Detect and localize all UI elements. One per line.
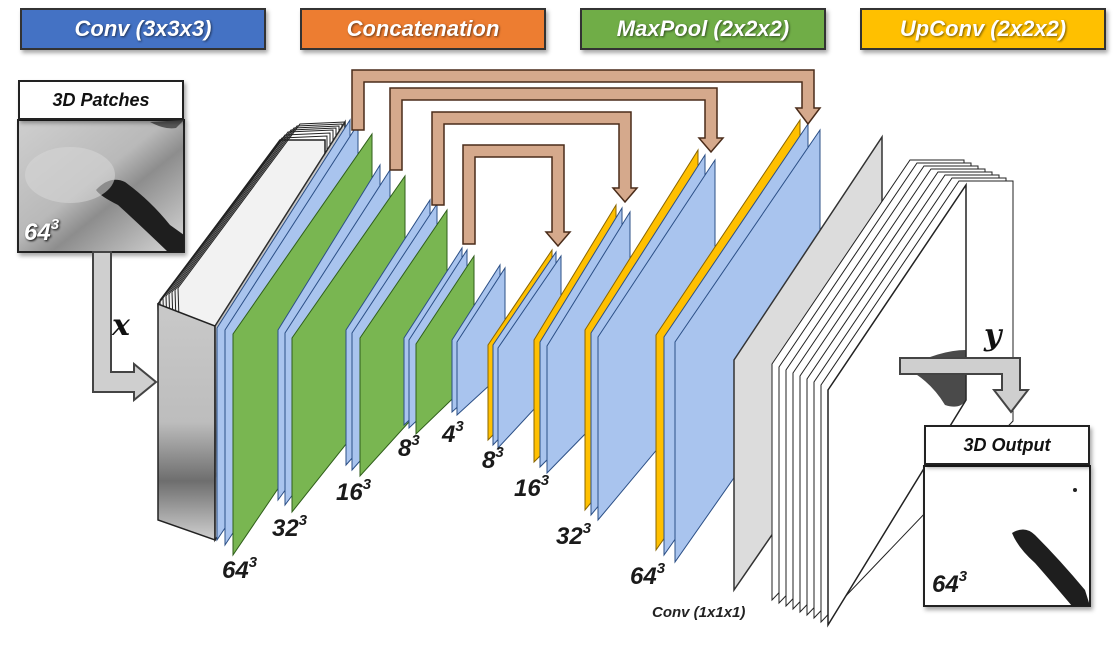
- dim-exp: 3: [362, 476, 372, 493]
- dim-base: 32: [556, 523, 583, 550]
- legend-maxpool: MaxPool (2x2x2): [580, 8, 826, 50]
- input-arrow: [92, 251, 158, 403]
- legend-conv-label: Conv (3x3x3): [74, 16, 212, 41]
- output-size-base: 64: [932, 571, 959, 598]
- dim-exp: 3: [298, 512, 308, 529]
- dim-exp: 3: [411, 432, 420, 449]
- dim-label-encoder-64: 643: [222, 554, 258, 585]
- dim-base: 16: [514, 475, 541, 502]
- dim-label-encoder-16: 163: [336, 476, 372, 507]
- output-size-exp: 3: [958, 568, 968, 585]
- output-size-label: 643: [932, 568, 968, 599]
- legend-concatenation-label: Concatenation: [346, 16, 500, 41]
- dim-base: 64: [630, 563, 657, 590]
- input-size-label: 643: [24, 216, 60, 247]
- skip-connection-level-2: [389, 87, 725, 171]
- decoder-level-4: [487, 248, 562, 450]
- dim-label-decoder-16: 163: [514, 472, 550, 503]
- legend-conv: Conv (3x3x3): [20, 8, 266, 50]
- dim-base: 64: [222, 557, 249, 584]
- dim-exp: 3: [495, 444, 504, 461]
- legend-upconv-label: UpConv (2x2x2): [899, 16, 1067, 41]
- dim-label-bottleneck-4: 43: [442, 418, 464, 449]
- dim-exp: 3: [582, 520, 592, 537]
- dim-label-encoder-32: 323: [272, 512, 308, 543]
- dim-exp: 3: [540, 472, 550, 489]
- output-title: 3D Output: [924, 425, 1090, 465]
- input-patch-image: [17, 119, 185, 253]
- output-volume-stack: [771, 159, 1014, 628]
- skip-connections: [351, 69, 822, 248]
- output-arrow: [899, 357, 1031, 414]
- output-variable-y: y: [984, 318, 1002, 353]
- dim-exp: 3: [656, 560, 666, 577]
- dim-base: 16: [336, 479, 363, 506]
- skip-connection-level-1: [351, 69, 822, 131]
- skip-connection-level-4: [462, 144, 572, 248]
- dim-base: 8: [482, 447, 496, 474]
- legend-maxpool-label: MaxPool (2x2x2): [616, 16, 790, 41]
- skip-connection-level-3: [431, 111, 639, 206]
- dim-base: 32: [272, 515, 299, 542]
- output-title-text: 3D Output: [963, 434, 1051, 455]
- input-variable-x: x: [112, 308, 130, 343]
- final-conv-label: Conv (1x1x1): [652, 604, 746, 621]
- dim-exp: 3: [248, 554, 258, 571]
- input-size-exp: 3: [50, 216, 60, 233]
- input-title: 3D Patches: [18, 80, 184, 120]
- legend-upconv: UpConv (2x2x2): [860, 8, 1106, 50]
- output-patch-image: [923, 465, 1091, 607]
- input-title-text: 3D Patches: [52, 89, 150, 110]
- dim-label-decoder-64: 643: [630, 560, 666, 591]
- input-size-base: 64: [24, 219, 51, 246]
- dim-label-encoder-8: 83: [398, 432, 420, 463]
- dim-exp: 3: [455, 418, 464, 435]
- dim-label-decoder-32: 323: [556, 520, 592, 551]
- legend-concatenation: Concatenation: [300, 8, 546, 50]
- dim-base: 4: [442, 421, 456, 448]
- dim-label-decoder-8: 83: [482, 444, 504, 475]
- dim-base: 8: [398, 435, 412, 462]
